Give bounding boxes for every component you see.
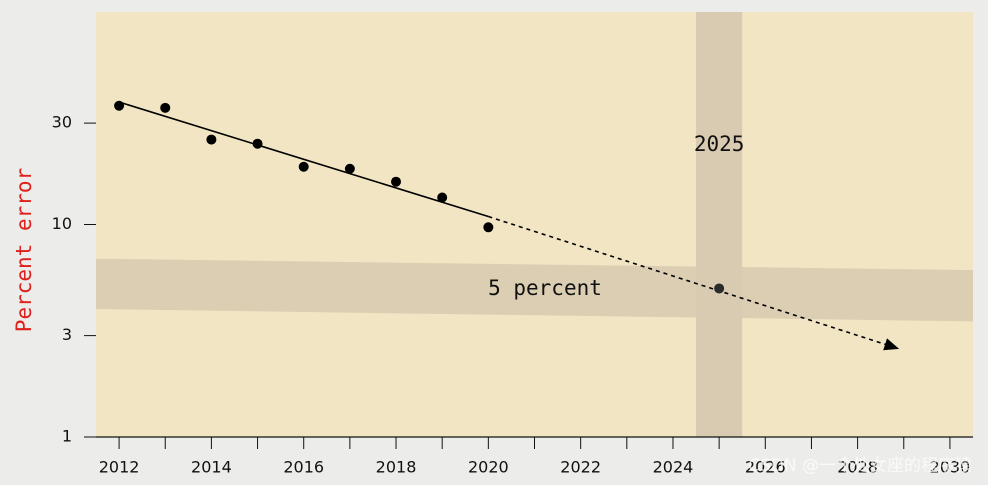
trend-line xyxy=(118,101,489,218)
data-point xyxy=(391,176,402,187)
data-point xyxy=(160,102,171,113)
x-tick-label: 2020 xyxy=(468,458,509,477)
x-tick-label: 2024 xyxy=(653,458,694,477)
x-tick-label: 2022 xyxy=(560,458,601,477)
data-point xyxy=(437,192,448,203)
data-point xyxy=(206,134,217,145)
y-tick-label: 10 xyxy=(52,214,72,233)
watermark: CSDN @一个处女座的程序猿 xyxy=(748,456,972,476)
data-point xyxy=(483,222,494,233)
plot-area xyxy=(96,12,973,437)
y-tick-label: 1 xyxy=(62,427,72,446)
x-tick-label: 2016 xyxy=(283,458,324,477)
vband-label: 2025 xyxy=(694,132,745,156)
data-point xyxy=(714,283,725,294)
data-point xyxy=(252,138,263,149)
vertical-band xyxy=(696,12,743,437)
x-tick-label: 2012 xyxy=(99,458,140,477)
x-tick-label: 2018 xyxy=(376,458,417,477)
horizontal-band xyxy=(96,258,973,322)
x-tick-label: 2028 xyxy=(837,458,878,477)
x-tick-label: 2014 xyxy=(191,458,232,477)
data-point xyxy=(114,100,125,111)
hband-label: 5 percent xyxy=(488,276,602,300)
x-tick-label: 2026 xyxy=(745,458,786,477)
data-point xyxy=(344,163,355,174)
y-axis-label: Percent error xyxy=(12,168,36,332)
x-tick-label: 2030 xyxy=(930,458,971,477)
y-tick-label: 3 xyxy=(62,325,72,344)
y-tick-label: 30 xyxy=(52,113,72,132)
data-point xyxy=(298,161,309,172)
arrow-head xyxy=(883,338,900,351)
